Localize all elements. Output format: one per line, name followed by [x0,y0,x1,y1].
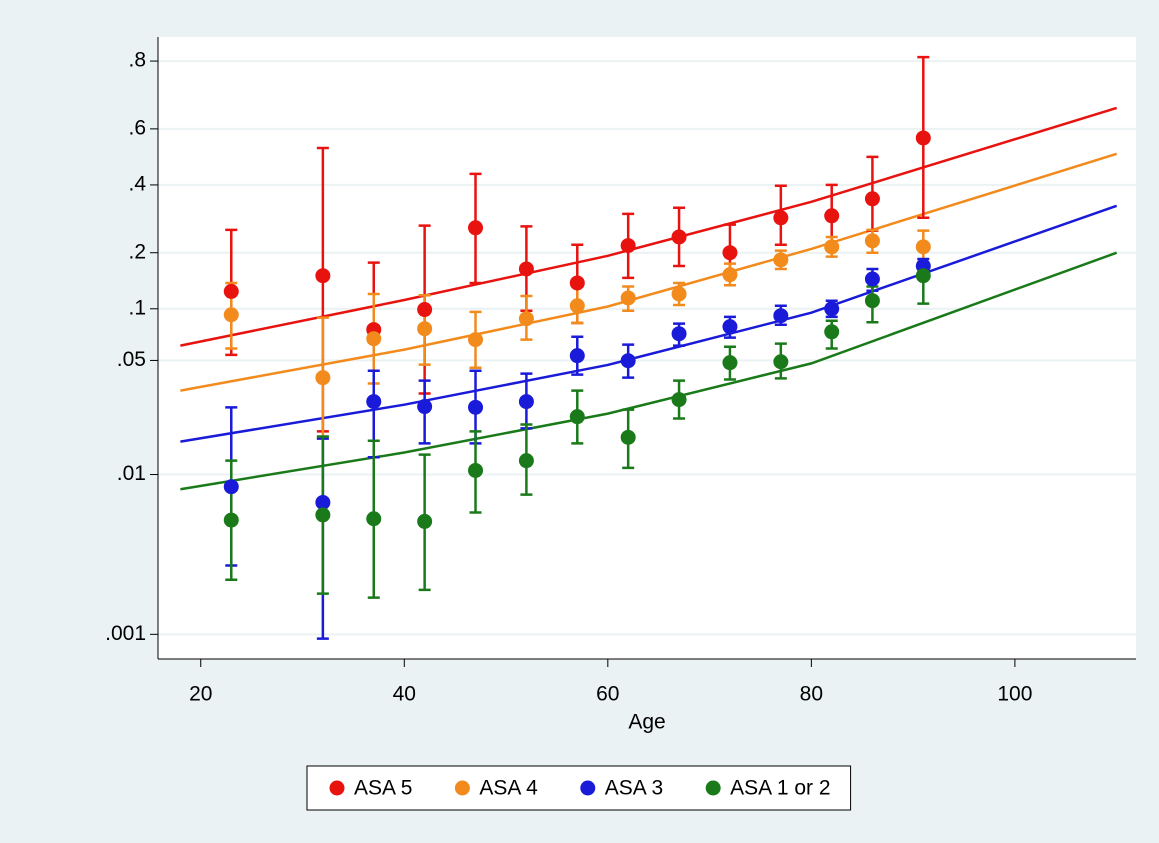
legend [306,765,852,811]
point [223,283,239,299]
x-tick-label: 40 [393,683,416,706]
point [569,409,585,425]
point [671,326,687,342]
point [620,429,636,445]
fit-line [180,106,1118,347]
point [915,268,931,284]
legend-label: ASA 5 [354,777,412,800]
point [518,453,534,469]
y-tick-label: .001 [105,622,146,645]
point [315,494,331,510]
point [671,286,687,302]
point [824,208,840,224]
point [569,348,585,364]
fit-line [180,152,1118,392]
legend-marker [705,780,721,796]
point [518,311,534,327]
point [773,308,789,324]
point [620,238,636,254]
point [864,293,880,309]
point [468,332,484,348]
x-tick-label: 20 [189,683,212,706]
y-tick-label: .05 [117,348,146,371]
x-tick-label: 80 [800,683,823,706]
point [620,290,636,306]
x-tick-label: 60 [596,683,619,706]
y-tick-label: .8 [128,49,146,72]
point [773,210,789,226]
point [722,245,738,261]
point [468,462,484,478]
point [773,354,789,370]
point [824,239,840,255]
point [722,267,738,283]
point [223,512,239,528]
point [671,229,687,245]
point [518,394,534,410]
point [417,513,433,529]
x-tick-label: 100 [997,683,1032,706]
point [864,271,880,287]
point [722,319,738,335]
x-axis-label: Age [628,711,665,734]
point [417,302,433,318]
fit-line [180,251,1118,491]
point [824,324,840,340]
legend-marker [329,780,345,796]
point [315,268,331,284]
point [569,275,585,291]
point [671,392,687,408]
y-tick-label: .2 [128,240,146,263]
y-tick-label: .01 [117,462,146,485]
point [864,191,880,207]
point [773,252,789,268]
point [366,511,382,527]
point [915,239,931,255]
y-tick-label: .4 [128,172,146,195]
point [915,130,931,146]
legend-marker [580,780,596,796]
point [417,399,433,415]
legend-label: ASA 3 [605,777,663,800]
legend-label: ASA 1 or 2 [730,777,830,800]
point [518,261,534,277]
point [824,301,840,317]
legend-marker [454,780,470,796]
point [468,220,484,236]
plot-area [158,37,1136,659]
point [722,355,738,371]
y-tick-label: .6 [128,116,146,139]
point [366,331,382,347]
point [223,479,239,495]
point [468,399,484,415]
point [417,321,433,337]
point [864,233,880,249]
point [315,370,331,386]
fit-line [180,204,1118,443]
legend-label: ASA 4 [479,777,538,800]
point [620,353,636,369]
point [366,394,382,410]
y-tick-label: .1 [128,296,146,319]
point [223,307,239,323]
point [315,507,331,523]
point [569,298,585,314]
